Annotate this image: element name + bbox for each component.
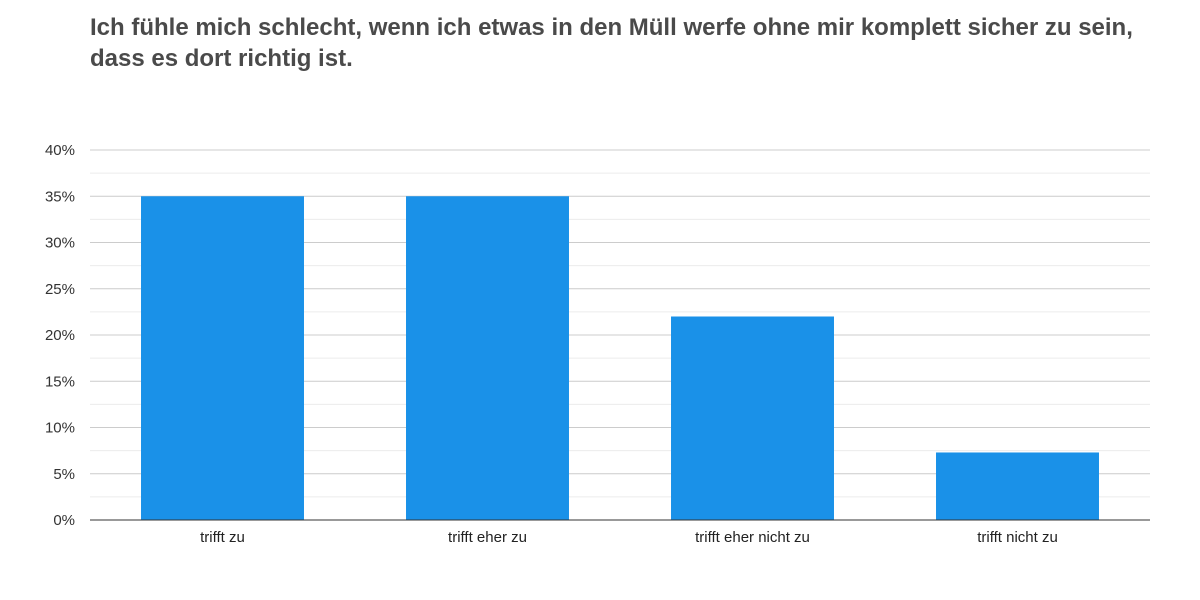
y-axis-ticks: 0% 5% 10% 15% 20% 25% 30% 35% 40% [45,142,75,529]
bar [141,196,304,520]
bar [406,196,569,520]
y-tick-label: 35% [45,188,75,205]
y-tick-label: 30% [45,235,75,252]
y-tick-label: 15% [45,373,75,390]
x-category-label: trifft eher nicht zu [695,529,810,546]
x-category-label: trifft nicht zu [977,529,1058,546]
y-tick-label: 5% [53,466,75,483]
bar [936,452,1099,520]
y-tick-label: 40% [45,142,75,159]
x-axis-labels: trifft zu trifft eher zu trifft eher nicht… [200,529,1058,546]
x-category-label: trifft eher zu [448,529,527,546]
y-tick-label: 20% [45,327,75,344]
y-tick-label: 10% [45,420,75,437]
y-tick-label: 0% [53,512,75,529]
bar [671,316,834,520]
x-category-label: trifft zu [200,529,245,546]
chart-title: Ich fühle mich schlecht, wenn ich etwas … [90,14,1133,72]
bars [141,196,1099,520]
y-tick-label: 25% [45,281,75,298]
